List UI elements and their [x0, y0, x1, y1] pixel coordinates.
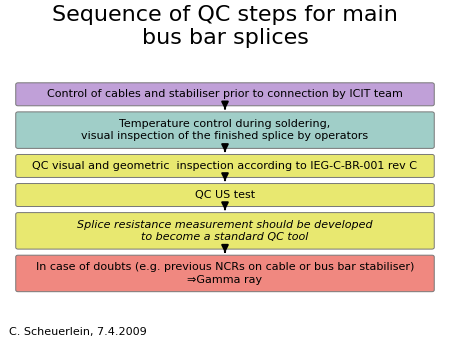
Text: Sequence of QC steps for main
bus bar splices: Sequence of QC steps for main bus bar sp… — [52, 5, 398, 48]
Text: Control of cables and stabiliser prior to connection by ICIT team: Control of cables and stabiliser prior t… — [47, 89, 403, 99]
Text: C. Scheuerlein, 7.4.2009: C. Scheuerlein, 7.4.2009 — [9, 327, 147, 337]
FancyBboxPatch shape — [16, 213, 434, 249]
FancyBboxPatch shape — [16, 83, 434, 106]
FancyBboxPatch shape — [16, 184, 434, 207]
Text: QC US test: QC US test — [195, 190, 255, 200]
Text: Temperature control during soldering,
visual inspection of the finished splice b: Temperature control during soldering, vi… — [81, 119, 369, 141]
FancyBboxPatch shape — [16, 255, 434, 292]
FancyBboxPatch shape — [16, 112, 434, 148]
Text: QC visual and geometric  inspection according to IEG-C-BR-001 rev C: QC visual and geometric inspection accor… — [32, 161, 418, 171]
Text: In case of doubts (e.g. previous NCRs on cable or bus bar stabiliser)
⇒Gamma ray: In case of doubts (e.g. previous NCRs on… — [36, 262, 414, 285]
Text: Splice resistance measurement should be developed
to become a standard QC tool: Splice resistance measurement should be … — [77, 220, 373, 242]
FancyBboxPatch shape — [16, 154, 434, 177]
